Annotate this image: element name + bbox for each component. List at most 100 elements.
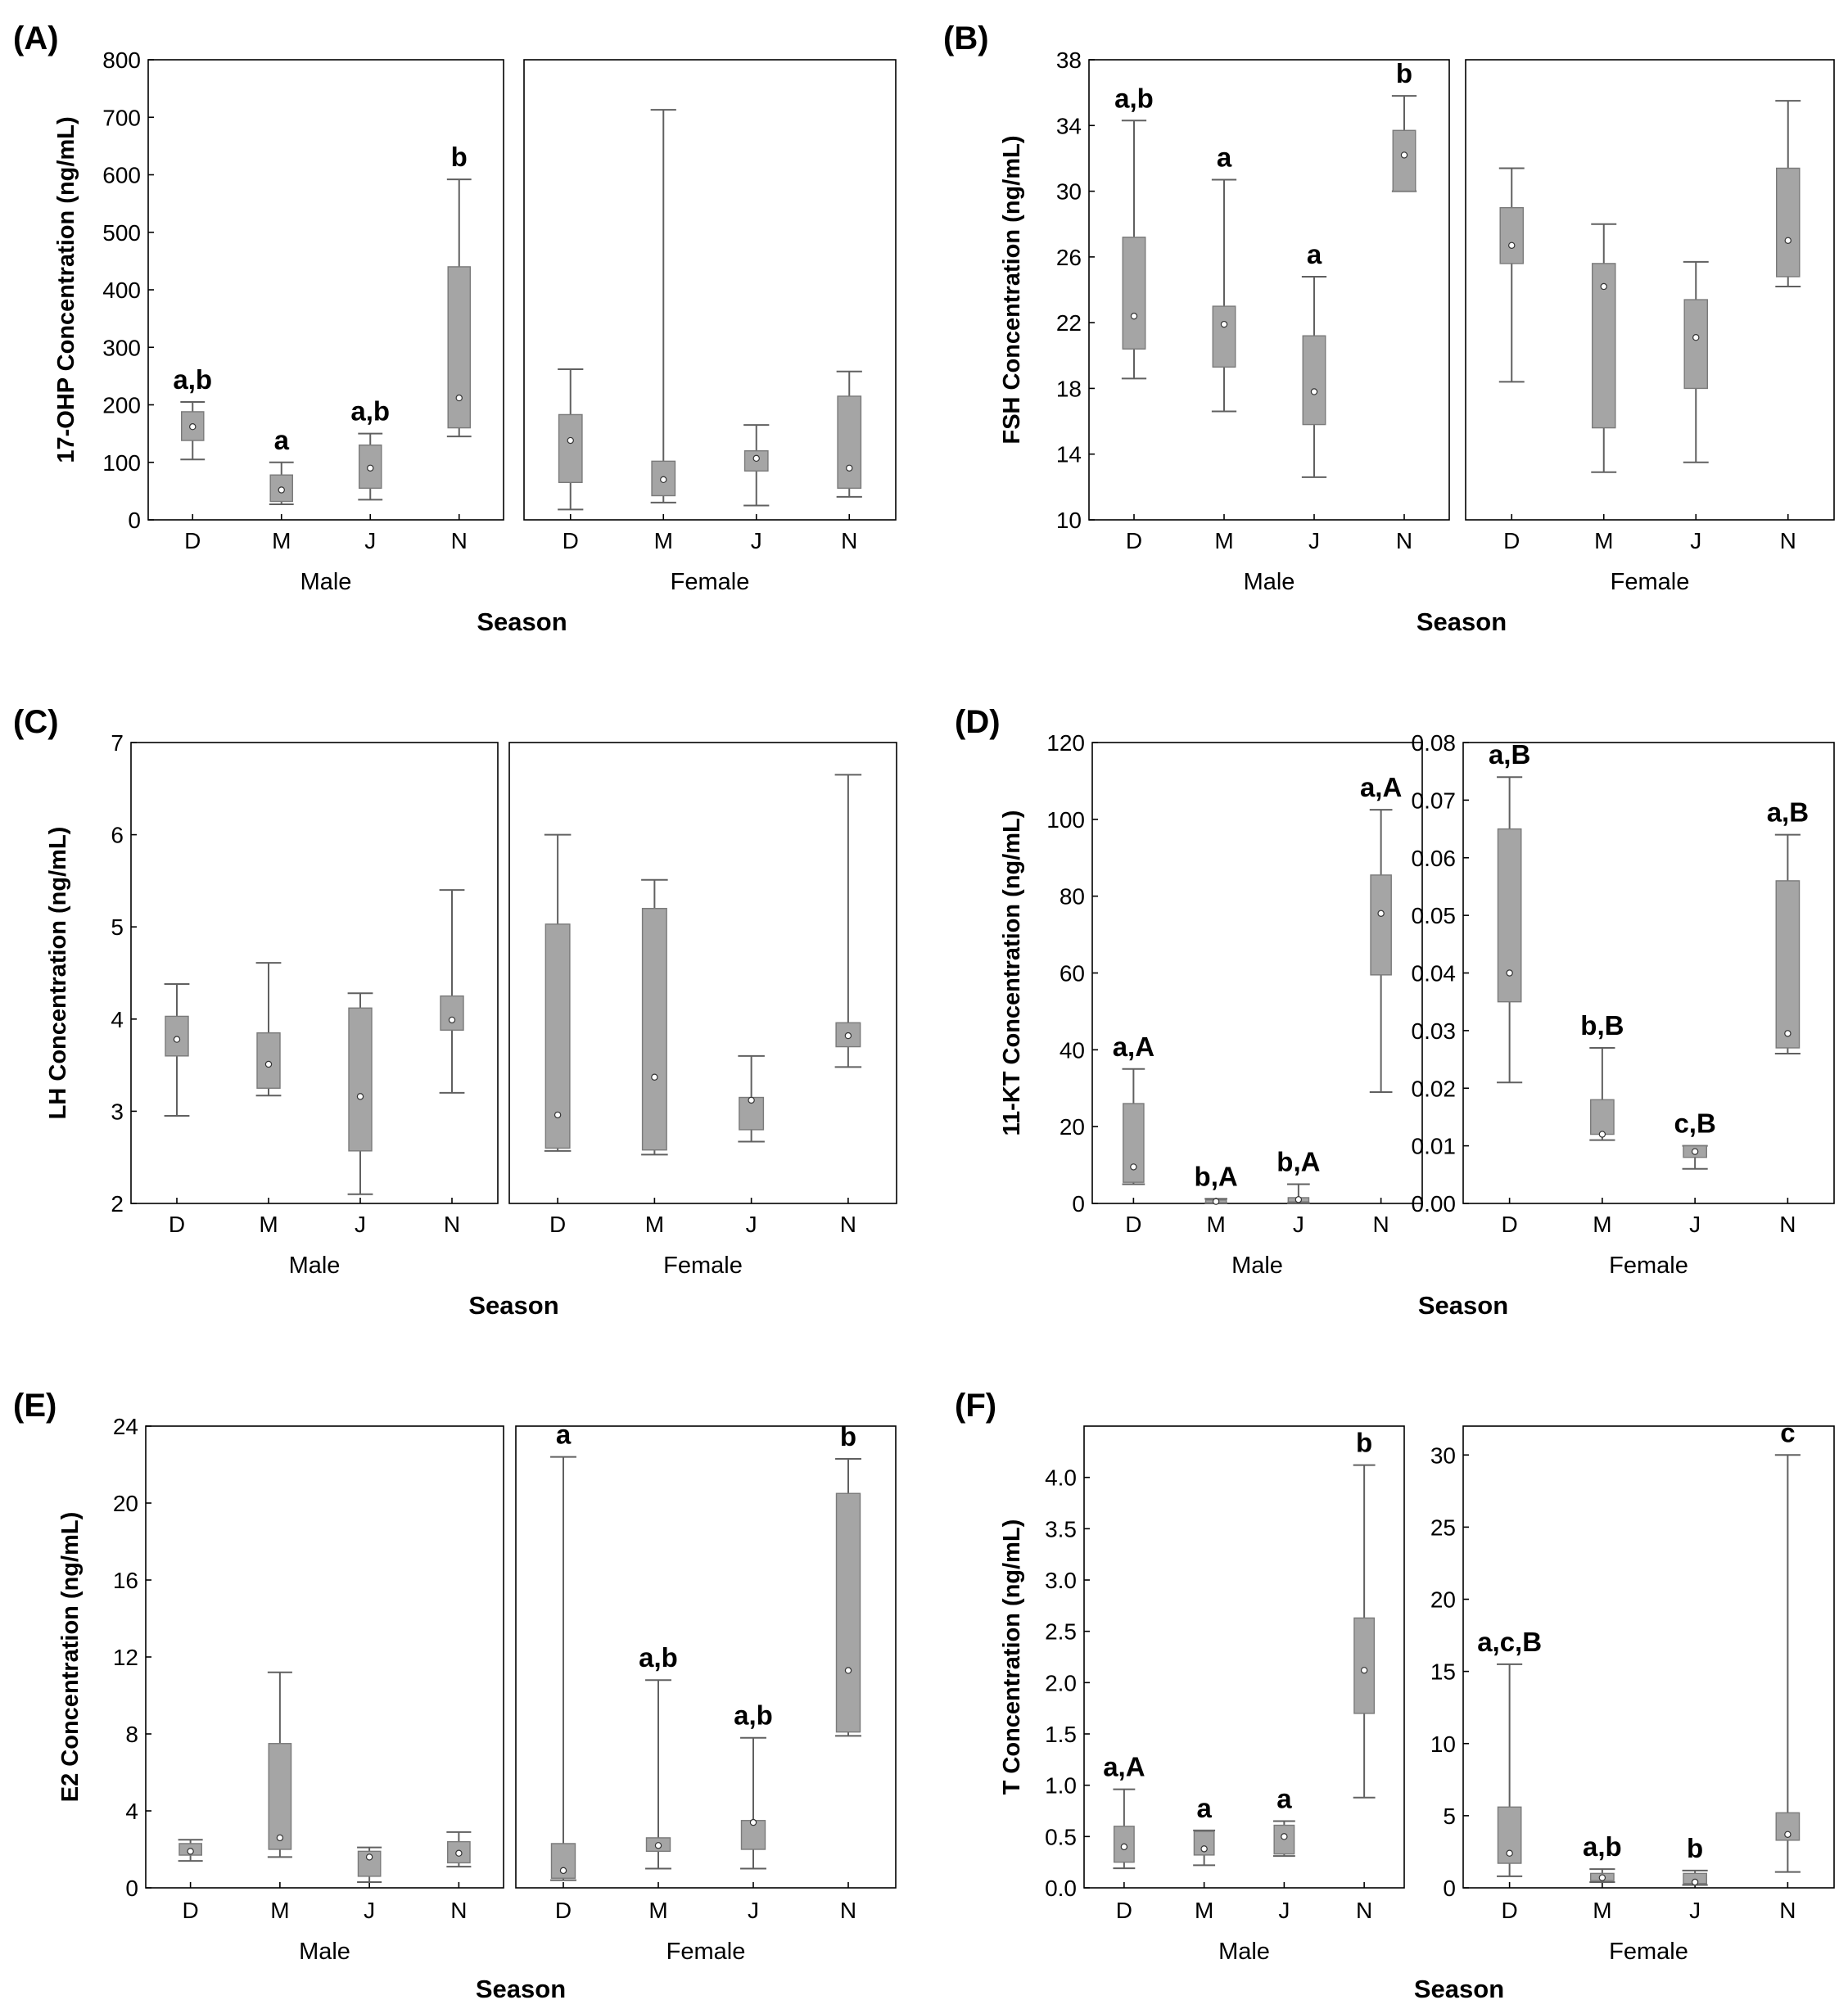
median-point [553,1111,562,1119]
significance-label: a,c,B [1477,1627,1542,1657]
median-point [367,464,374,472]
significance-label: a,b [639,1642,678,1673]
y-tick-label: 0.04 [1412,961,1457,986]
x-tick-label: N [450,1898,467,1923]
group-female: 0 5 10 15 20 25 30 D M J N Female a,c,B a,b b c [1430,1417,1835,1965]
box-d [558,368,584,511]
x-tick-label: D [549,1212,566,1237]
y-tick-label: 80 [1060,884,1085,910]
box-j [357,1846,382,1883]
box-n: c [1774,1417,1801,1873]
box-d: a,b [1114,83,1154,380]
box-j [1683,260,1709,463]
y-tick-label: 3.5 [1045,1516,1077,1542]
group-label: Male [300,569,352,595]
median-point [356,1093,364,1100]
y-tick-label: 12 [113,1645,138,1670]
box-m: a,b [639,1642,678,1870]
iqr-box [641,907,667,1151]
group-label: Male [1231,1253,1283,1279]
box-d [1498,167,1525,383]
group-female: D M J N Female a a,b a,b b [515,1420,897,1965]
y-tick-label: 0.00 [1412,1191,1457,1217]
x-tick-label: N [1779,1898,1796,1923]
x-tick-label: N [1373,1212,1389,1237]
x-tick-label: N [1780,528,1796,553]
group-label: Male [1244,569,1295,595]
x-tick-label: N [444,1212,460,1237]
median-point [567,436,574,445]
x-tick-label: J [355,1212,366,1237]
x-tick-label: M [270,1898,289,1923]
median-point [187,1848,194,1855]
y-tick-label: 300 [102,335,141,360]
median-point [1691,1878,1699,1886]
iqr-box [1499,206,1525,264]
iqr-box [558,413,583,484]
panel-label: (B) [943,20,989,56]
significance-label: a,A [1103,1752,1145,1782]
panel-e: (E) E2 Concentration (ng/mL) Season 0 4 8 12 16… [13,1388,897,2003]
y-tick-label: 20 [113,1491,138,1516]
group-male: 0.0 0.5 1.0 1.5 2.0 2.5 3.0 3.5 4.0 D M J N Male a,A a a… [1045,1425,1405,1965]
significance-label: b [1356,1428,1372,1458]
box-j: c,B [1674,1108,1716,1170]
median-point [1360,1667,1368,1674]
y-tick-label: 700 [102,105,141,130]
x-tick-label: M [648,1898,667,1923]
median-point [1310,388,1318,395]
x-tick-label: M [1593,1898,1611,1923]
box-n: a,A [1360,772,1402,1093]
median-point [1784,237,1792,244]
y-tick-label: 6 [111,823,124,848]
significance-label: a [1276,1784,1292,1814]
iqr-box [1122,237,1146,350]
iqr-box [1212,305,1236,368]
panel-b: (B) FSH Concentration (ng/mL) Season 10 14 18… [943,20,1835,636]
box-d [544,833,572,1152]
box-j: a [1301,239,1327,478]
panel-label: (C) [13,704,59,740]
median-point [1692,334,1700,341]
x-tick-label: D [1116,1898,1132,1923]
x-tick-label: N [451,528,468,553]
group-label: Female [1609,1253,1688,1279]
box-m: b,A [1195,1161,1238,1205]
y-tick-label: 30 [1430,1442,1456,1468]
panel-label: (F) [955,1388,996,1424]
iqr-box [268,1743,292,1850]
panel-f: (F) T Concentration (ng/mL) Season 0.0 0.5 1.… [955,1388,1835,2003]
median-point [1598,1131,1606,1138]
x-tick-label: N [841,528,857,553]
median-point [654,1842,662,1849]
y-tick-label: 3.0 [1045,1568,1077,1593]
x-tick-label: M [654,528,673,553]
y-axis-label: E2 Concentration (ng/mL) [57,1512,84,1802]
y-axis-label: LH Concentration (ng/mL) [45,827,71,1120]
median-point [748,1096,755,1104]
group-label: Female [1611,569,1690,595]
y-tick-label: 3 [111,1099,124,1124]
box-j [743,424,770,507]
median-point [1295,1196,1303,1203]
group-female: D M J N Female [523,59,897,595]
y-tick-label: 100 [1046,807,1085,833]
y-tick-label: 0.06 [1412,846,1457,871]
box-m [255,962,282,1097]
y-tick-label: 400 [102,278,141,303]
box-n [836,370,862,498]
box-n: b [1353,1428,1376,1799]
significance-label: a [274,425,290,455]
box-n: b [1391,58,1417,192]
y-tick-label: 2.0 [1045,1670,1077,1695]
x-tick-label: M [1214,528,1233,553]
significance-label: b,B [1580,1010,1624,1041]
x-tick-label: M [1593,1212,1611,1237]
iqr-box [835,1492,861,1733]
median-point [651,1073,658,1081]
y-tick-label: 20 [1060,1114,1085,1140]
y-tick-label: 24 [113,1414,138,1439]
box-n [1775,100,1801,287]
group-label: Male [299,1939,350,1965]
iqr-box [348,1007,373,1152]
